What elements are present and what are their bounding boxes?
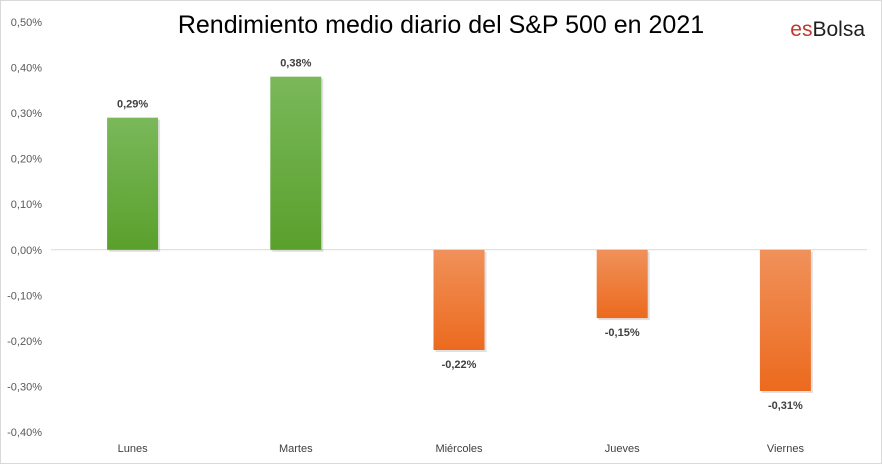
y-tick-label: 0,20% <box>11 154 42 166</box>
y-tick-label: -0,20% <box>7 336 42 348</box>
y-tick-label: 0,40% <box>11 63 42 75</box>
data-labels-group: 0,29% 0,38% -0,22% -0,15% -0,31% <box>117 58 803 412</box>
esbolsa-logo: esBolsa <box>790 18 865 42</box>
y-tick-label: -0,30% <box>7 381 42 393</box>
logo-es-text: es <box>790 18 813 41</box>
bars-group <box>107 76 813 393</box>
y-axis: 0,50% 0,40% 0,30% 0,20% 0,10% 0,00% -0,10% -0,2… <box>7 17 42 439</box>
bar-martes <box>270 76 322 250</box>
x-category-label: Viernes <box>767 443 805 455</box>
data-label: -0,22% <box>442 359 477 371</box>
bar-viernes <box>759 249 811 391</box>
data-label: 0,29% <box>117 99 148 111</box>
data-label: -0,31% <box>768 400 803 412</box>
x-category-label: Martes <box>279 443 313 455</box>
bar-jueves <box>596 249 648 319</box>
y-tick-label: 0,30% <box>11 108 42 120</box>
y-tick-label: 0,00% <box>11 245 42 257</box>
x-category-label: Jueves <box>605 443 640 455</box>
y-tick-label: -0,10% <box>7 290 42 302</box>
x-axis: Lunes Martes Miércoles Jueves Viernes <box>118 443 805 455</box>
data-label: 0,38% <box>280 58 311 70</box>
x-category-label: Miércoles <box>435 443 483 455</box>
bar-miércoles <box>433 249 485 350</box>
data-label: -0,15% <box>605 327 640 339</box>
y-tick-label: 0,50% <box>11 17 42 29</box>
y-tick-label: -0,40% <box>7 427 42 439</box>
chart-title: Rendimiento medio diario del S&P 500 en … <box>177 11 705 39</box>
y-tick-label: 0,10% <box>11 199 42 211</box>
x-category-label: Lunes <box>118 443 148 455</box>
bar-lunes <box>107 117 159 250</box>
logo-bolsa-text: Bolsa <box>812 18 865 41</box>
